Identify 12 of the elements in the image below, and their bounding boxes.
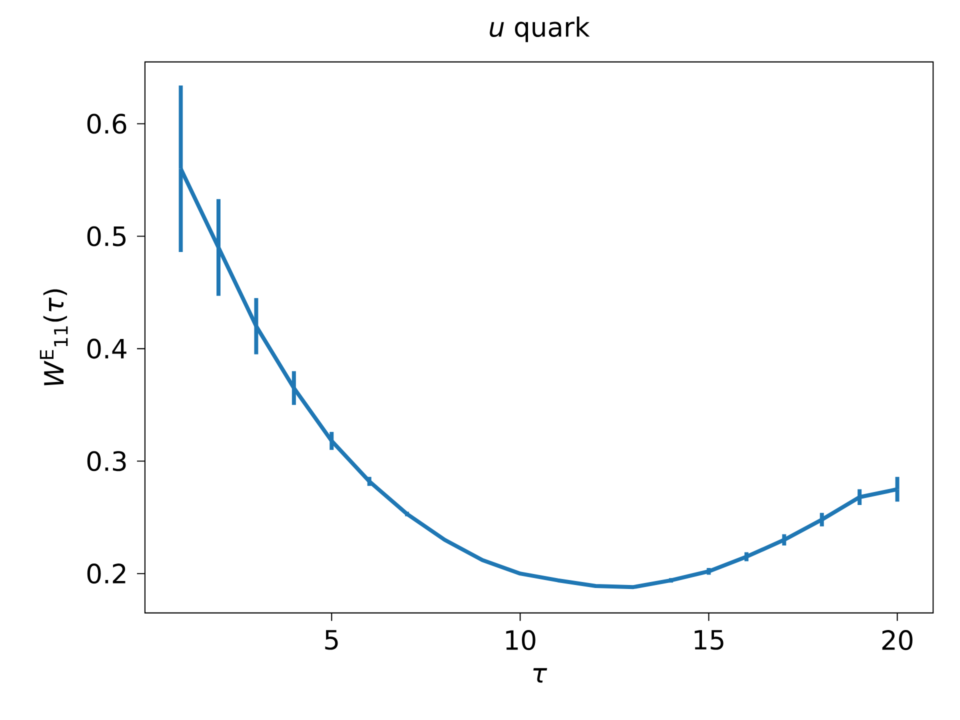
chart-title: u quark	[490, 16, 590, 42]
y-tick-label: 0.2	[87, 564, 126, 584]
y-tick-label: 0.3	[87, 451, 126, 472]
y-tick-label: 0.4	[87, 338, 126, 359]
y-axis-title: W$^{E}$$_{11}$(τ)	[40, 289, 68, 386]
y-tick-label: 0.5	[87, 226, 126, 246]
x-tick-label: 5	[325, 630, 338, 650]
x-tick-label: 20	[882, 630, 912, 650]
x-tick-label: 10	[506, 630, 536, 650]
x-axis-title: τ	[533, 668, 548, 683]
x-tick-label: 15	[694, 630, 724, 650]
y-tick-label: 0.6	[87, 114, 126, 134]
